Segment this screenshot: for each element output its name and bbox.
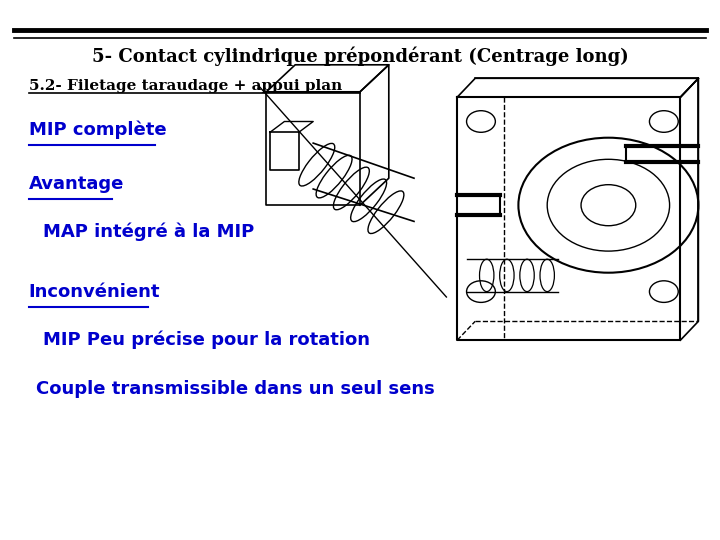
Text: Inconvénient: Inconvénient bbox=[29, 282, 161, 301]
Text: MAP intégré à la MIP: MAP intégré à la MIP bbox=[43, 223, 254, 241]
Text: Couple transmissible dans un seul sens: Couple transmissible dans un seul sens bbox=[36, 380, 435, 398]
Text: MIP Peu précise pour la rotation: MIP Peu précise pour la rotation bbox=[43, 331, 370, 349]
Text: Avantage: Avantage bbox=[29, 174, 124, 193]
Text: 5.2- Filetage taraudage + appui plan: 5.2- Filetage taraudage + appui plan bbox=[29, 79, 342, 93]
Text: 5- Contact cylindrique prépondérant (Centrage long): 5- Contact cylindrique prépondérant (Cen… bbox=[91, 47, 629, 66]
Text: MIP complète: MIP complète bbox=[29, 120, 166, 139]
